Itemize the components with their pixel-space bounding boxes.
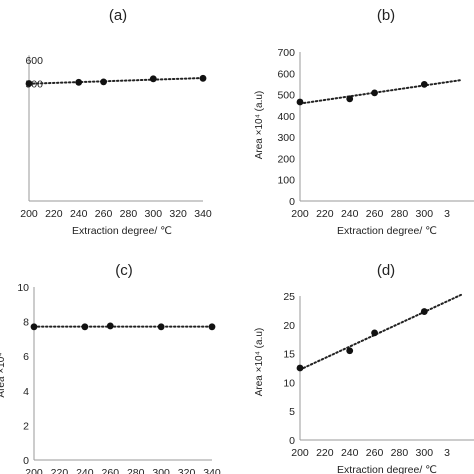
y-tick-label: 20 (283, 320, 295, 332)
x-tick-label: 260 (102, 467, 120, 474)
data-point (81, 323, 89, 331)
x-tick-label: 300 (145, 208, 163, 220)
x-tick-label: 280 (391, 447, 409, 459)
y-tick-label: 400 (277, 111, 295, 123)
trendline (299, 293, 463, 371)
x-tick-label: 3 (444, 208, 450, 220)
x-axis-label: Extraction degree/ ℃ (72, 225, 172, 237)
data-point (199, 74, 207, 82)
x-tick-label: 200 (291, 447, 309, 459)
data-point (25, 80, 33, 87)
x-tick-label: 240 (341, 208, 359, 220)
panel-c: (c)2002202402602803003203400246810Extrac… (0, 262, 221, 474)
panel-label: (b) (377, 7, 395, 24)
x-tick-label: 340 (203, 467, 221, 474)
x-tick-label: 220 (316, 208, 334, 220)
panel-a: (a)200220240260280300320340500600Extract… (20, 7, 212, 237)
data-point (106, 322, 114, 330)
x-tick-label: 220 (51, 467, 69, 474)
x-tick-label: 200 (20, 208, 38, 220)
x-tick-label: 200 (291, 208, 309, 220)
x-tick-label: 260 (366, 447, 384, 459)
data-point (296, 364, 304, 372)
data-point (296, 98, 304, 106)
y-tick-label: 700 (277, 47, 295, 59)
y-tick-label: 4 (23, 386, 29, 398)
x-tick-label: 260 (95, 208, 113, 220)
x-tick-label: 200 (25, 467, 43, 474)
y-tick-label: 600 (277, 68, 295, 80)
y-tick-label: 6 (23, 351, 29, 363)
x-tick-label: 280 (391, 208, 409, 220)
y-tick-label: 2 (23, 420, 29, 432)
data-point (149, 75, 157, 83)
x-tick-label: 220 (316, 447, 334, 459)
y-tick-label: 25 (283, 291, 295, 303)
x-tick-label: 220 (45, 208, 63, 220)
trendline (28, 77, 204, 85)
x-tick-label: 300 (152, 467, 170, 474)
y-tick-label: 10 (283, 377, 295, 389)
panel-d: (d) 200 220 240 260 280 300 3 0 5 10 15 20 25 Extracti… (254, 262, 474, 474)
panel-label: (d) (377, 262, 395, 279)
x-tick-label: 240 (70, 208, 88, 220)
data-point (420, 308, 428, 315)
y-tick-label: 500 (277, 90, 295, 102)
trendline (299, 79, 463, 105)
data-point (75, 78, 83, 86)
y-tick-label: 200 (277, 153, 295, 165)
x-tick-label: 3 (444, 447, 450, 459)
y-tick-label: 0 (289, 435, 295, 447)
x-tick-label: 300 (416, 208, 434, 220)
panel-label: (a) (109, 7, 127, 24)
y-tick-label: 0 (289, 196, 295, 208)
x-tick-label: 320 (178, 467, 196, 474)
x-tick-label: 300 (416, 447, 434, 459)
y-tick-label: 5 (289, 406, 295, 418)
data-point (346, 95, 354, 103)
x-axis-label: Extraction degree/ ℃ (337, 225, 437, 237)
x-tick-label: 320 (169, 208, 187, 220)
panel-label: (c) (115, 262, 133, 279)
x-tick-label: 260 (366, 208, 384, 220)
y-axis-label: Area ×10⁴ (a.u) (254, 91, 265, 160)
x-tick-label: 340 (194, 208, 212, 220)
y-tick-label: 0 (23, 455, 29, 467)
x-tick-label: 240 (341, 447, 359, 459)
data-point (420, 80, 428, 88)
y-tick-label: 100 (277, 175, 295, 187)
panel-b: (b) 200 220 240 260 280 300 3 0 100 200 300 400 500 60… (254, 7, 474, 237)
y-axis-label: Area ×10⁴ (a.u) (254, 328, 265, 397)
data-point (30, 323, 38, 331)
y-tick-label: 10 (17, 282, 29, 294)
y-tick-label: 300 (277, 132, 295, 144)
x-axis-label: Extraction degree/ ℃ (337, 464, 437, 474)
data-point (346, 347, 354, 355)
y-tick-label: 600 (25, 55, 43, 67)
x-tick-label: 280 (120, 208, 138, 220)
data-point (157, 323, 165, 331)
x-tick-label: 240 (76, 467, 94, 474)
y-tick-label: 8 (23, 317, 29, 329)
y-tick-label: 15 (283, 349, 295, 361)
x-tick-label: 280 (127, 467, 145, 474)
data-point (100, 78, 107, 86)
data-point (208, 323, 216, 331)
data-point (371, 89, 378, 97)
y-axis-label: Area ×10⁴ (0, 352, 7, 397)
data-point (371, 329, 378, 337)
